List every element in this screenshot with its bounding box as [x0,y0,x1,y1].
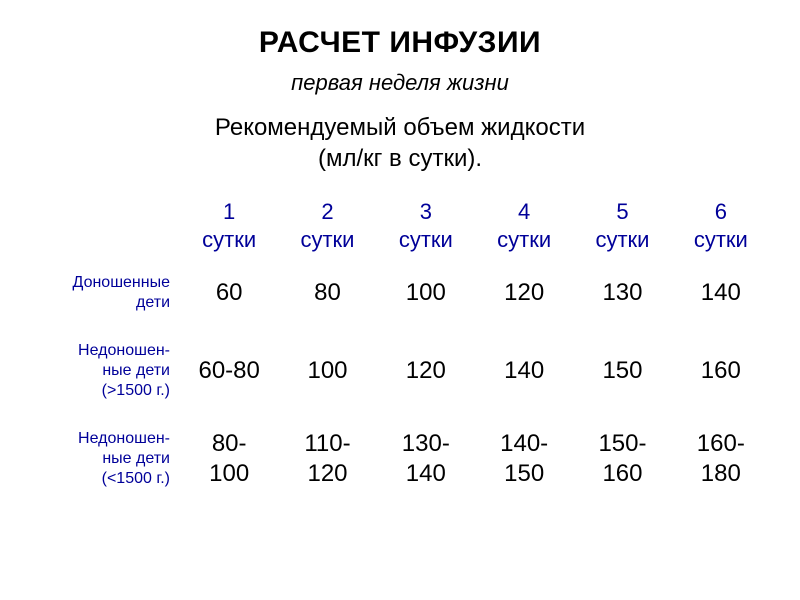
row-label-1-l2: дети [136,294,170,311]
row-label-1-l1: Доношенные [73,274,170,291]
col-header-4: 4 сутки [475,192,573,259]
col-header-5: 5 сутки [573,192,671,259]
row-label-3-l2: ные дети [102,450,170,467]
row-label-2-l2: ные дети [102,362,170,379]
col-header-3: 3 сутки [377,192,475,259]
cell-2-4: 140 [475,327,573,415]
row-label-2-l1: Недоношен- [78,342,170,359]
cell-3-4: 140-150 [475,415,573,503]
row-label-1: Доношенные дети [30,259,180,327]
cell-3-2: 110-120 [278,415,376,503]
slide-title: РАСЧЕТ ИНФУЗИИ [30,26,770,60]
cell-1-6: 140 [672,259,770,327]
row-label-2-l3: (>1500 г.) [102,382,170,399]
slide: РАСЧЕТ ИНФУЗИИ первая неделя жизни Реком… [0,0,800,600]
row-label-2: Недоношен- ные дети (>1500 г.) [30,327,180,415]
cell-1-1: 60 [180,259,278,327]
col-header-1-unit: сутки [202,227,256,252]
col-header-3-num: 3 [420,199,432,224]
cell-2-2: 100 [278,327,376,415]
cell-2-6: 160 [672,327,770,415]
cell-3-3: 130-140 [377,415,475,503]
col-header-1: 1 сутки [180,192,278,259]
heading-line1: Рекомендуемый объем жидкости [215,114,585,141]
table-row: Недоношен- ные дети (<1500 г.) 80-100 11… [30,415,770,503]
col-header-1-num: 1 [223,199,235,224]
row-label-3-l1: Недоношен- [78,430,170,447]
cell-1-3: 100 [377,259,475,327]
cell-1-2: 80 [278,259,376,327]
cell-2-5: 150 [573,327,671,415]
table-header-row: 1 сутки 2 сутки 3 сутки 4 сутки 5 сутк [30,192,770,259]
col-header-4-num: 4 [518,199,530,224]
row-label-3: Недоношен- ные дети (<1500 г.) [30,415,180,503]
cell-2-1: 60-80 [180,327,278,415]
table-row: Доношенные дети 60 80 100 120 130 140 [30,259,770,327]
col-header-2: 2 сутки [278,192,376,259]
col-header-5-num: 5 [616,199,628,224]
infusion-table: 1 сутки 2 сутки 3 сутки 4 сутки 5 сутк [30,192,770,503]
heading-line2: (мл/кг в сутки). [318,145,482,172]
col-header-6: 6 сутки [672,192,770,259]
table-row: Недоношен- ные дети (>1500 г.) 60-80 100… [30,327,770,415]
slide-subtitle: первая неделя жизни [30,70,770,96]
col-header-3-unit: сутки [399,227,453,252]
col-header-2-unit: сутки [300,227,354,252]
table-header-empty [30,192,180,259]
cell-1-4: 120 [475,259,573,327]
cell-2-3: 120 [377,327,475,415]
col-header-6-unit: сутки [694,227,748,252]
cell-3-1: 80-100 [180,415,278,503]
col-header-5-unit: сутки [595,227,649,252]
col-header-4-unit: сутки [497,227,551,252]
row-label-3-l3: (<1500 г.) [102,470,170,487]
cell-1-5: 130 [573,259,671,327]
col-header-2-num: 2 [321,199,333,224]
cell-3-5: 150-160 [573,415,671,503]
cell-3-6: 160-180 [672,415,770,503]
col-header-6-num: 6 [715,199,727,224]
slide-heading: Рекомендуемый объем жидкости (мл/кг в су… [30,112,770,174]
